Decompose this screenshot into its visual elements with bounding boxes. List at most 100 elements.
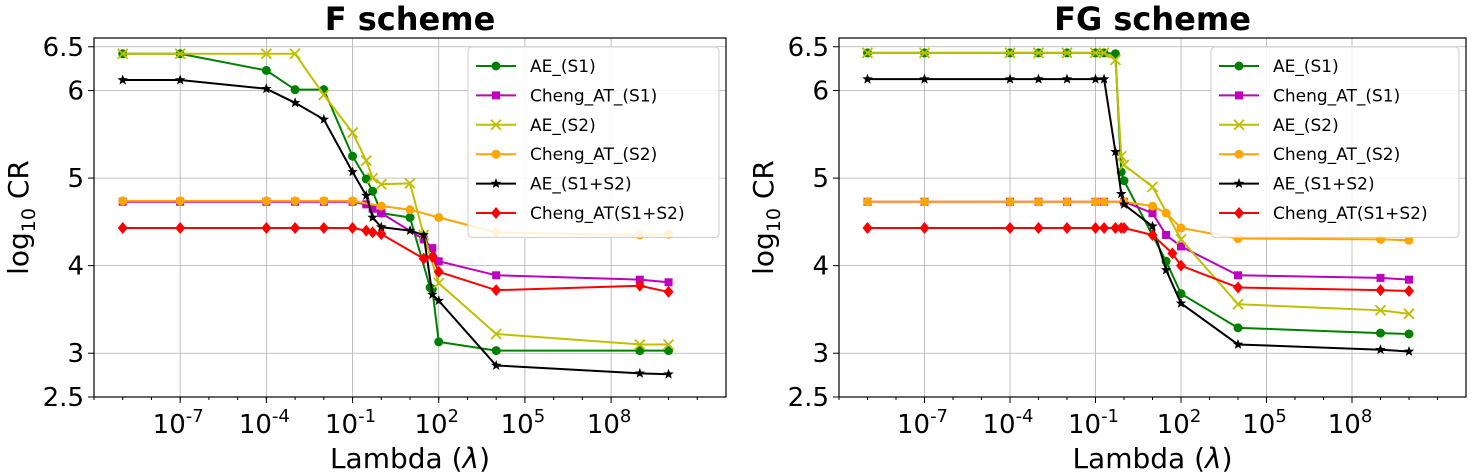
series-line (122, 52, 669, 352)
data-point (1232, 338, 1244, 349)
data-point (634, 367, 646, 378)
data-point (1376, 328, 1385, 338)
series-line (122, 79, 669, 376)
data-point (863, 197, 872, 207)
data-point (1146, 181, 1159, 193)
data-point (1110, 146, 1121, 157)
data-point (433, 265, 444, 278)
data-point (175, 222, 186, 235)
data-point (1118, 198, 1130, 209)
data-point (418, 229, 429, 240)
legend-item: Cheng_AT_(S1) (1219, 86, 1400, 106)
data-point (1033, 222, 1044, 235)
data-point (366, 172, 379, 184)
legend-label: Cheng_AT_(S2) (1273, 145, 1400, 165)
y-tick-label: 5 (67, 164, 84, 194)
data-point (1061, 47, 1073, 59)
data-point (348, 196, 358, 206)
y-tick-label: 6 (812, 77, 829, 107)
data-point (319, 196, 329, 206)
data-point (1404, 285, 1414, 298)
data-point (1119, 222, 1129, 235)
data-point (664, 278, 673, 287)
data-point (1403, 308, 1415, 320)
data-point (318, 113, 330, 124)
data-point (1004, 73, 1016, 84)
data-point (1176, 223, 1186, 233)
legend-item: AE_(S2) (1219, 116, 1339, 136)
data-point (376, 201, 386, 211)
data-point (347, 166, 358, 177)
data-point (663, 285, 674, 298)
legend-marker (491, 207, 501, 219)
legend-item: AE_(S2) (476, 116, 596, 136)
data-point (1034, 197, 1043, 207)
data-point (1405, 275, 1413, 284)
x-tick-label: 108 (587, 406, 632, 440)
data-point (368, 186, 378, 196)
legend-box (1210, 46, 1460, 238)
data-point (1233, 323, 1243, 333)
data-point (1162, 231, 1171, 240)
data-point (405, 213, 415, 222)
data-point (635, 275, 644, 284)
y-tick-label: 3 (812, 339, 829, 369)
data-point (346, 126, 359, 139)
data-point (175, 196, 185, 206)
y-tick-label: 2.5 (43, 383, 84, 413)
data-point (1375, 344, 1386, 355)
data-point (1061, 73, 1073, 84)
legend-item: Cheng_AT(S1+S2) (1219, 204, 1428, 224)
y-tick-label: 2.5 (788, 383, 829, 413)
chart-title: F scheme (325, 0, 496, 38)
data-point (418, 252, 429, 265)
data-point (1148, 201, 1157, 211)
data-point (1098, 73, 1110, 84)
data-point (1404, 235, 1414, 245)
data-point (1147, 220, 1158, 231)
data-point (1115, 150, 1127, 162)
x-axis-label: Lambda (λ) (1072, 442, 1232, 472)
data-point (434, 337, 444, 347)
data-point (861, 47, 874, 59)
series-AE_(S2) (861, 47, 1415, 320)
data-point (261, 65, 271, 75)
data-point (405, 205, 415, 215)
legend-item: Cheng_AT_(S1) (476, 86, 657, 106)
legend-marker (491, 61, 501, 71)
data-point (427, 289, 438, 299)
data-point (427, 250, 438, 263)
data-point (1099, 197, 1109, 207)
data-point (1090, 222, 1101, 235)
data-point (919, 73, 930, 84)
legend-label: Cheng_AT(S1+S2) (1273, 204, 1428, 224)
series-AE_(S1+S2) (117, 74, 674, 379)
legend-label: Cheng_AT_(S1) (530, 86, 657, 106)
y-axis-label: log10 CR (747, 160, 785, 275)
data-point (318, 89, 330, 101)
data-point (290, 85, 300, 95)
data-point (289, 48, 301, 60)
data-point (491, 346, 501, 356)
data-point (1110, 222, 1121, 235)
x-tick-label: 10-1 (1068, 406, 1119, 440)
legend-label: Cheng_AT_(S1) (1273, 86, 1400, 106)
data-point (434, 213, 444, 222)
data-point (1089, 47, 1102, 59)
chart-panel-1: 10-7 10-4 10-1 102 105 108 2.5 3 4 5 6 6.5 F scheme L… (2, 0, 727, 472)
data-point (1175, 297, 1187, 308)
x-tick-label: 105 (501, 406, 546, 440)
data-point (434, 257, 443, 266)
y-axis-label: log10 CR (2, 160, 40, 275)
x-tick-label: 10-7 (897, 406, 948, 440)
data-point (375, 178, 387, 190)
data-point (404, 225, 416, 236)
legend-marker (491, 149, 501, 159)
data-point (367, 212, 378, 222)
data-point (1374, 304, 1387, 316)
legend-item: Cheng_AT_(S2) (1219, 145, 1400, 165)
data-point (1004, 47, 1016, 59)
legend-label: Cheng_AT(S1+S2) (530, 204, 685, 224)
legend-marker (1233, 178, 1245, 189)
